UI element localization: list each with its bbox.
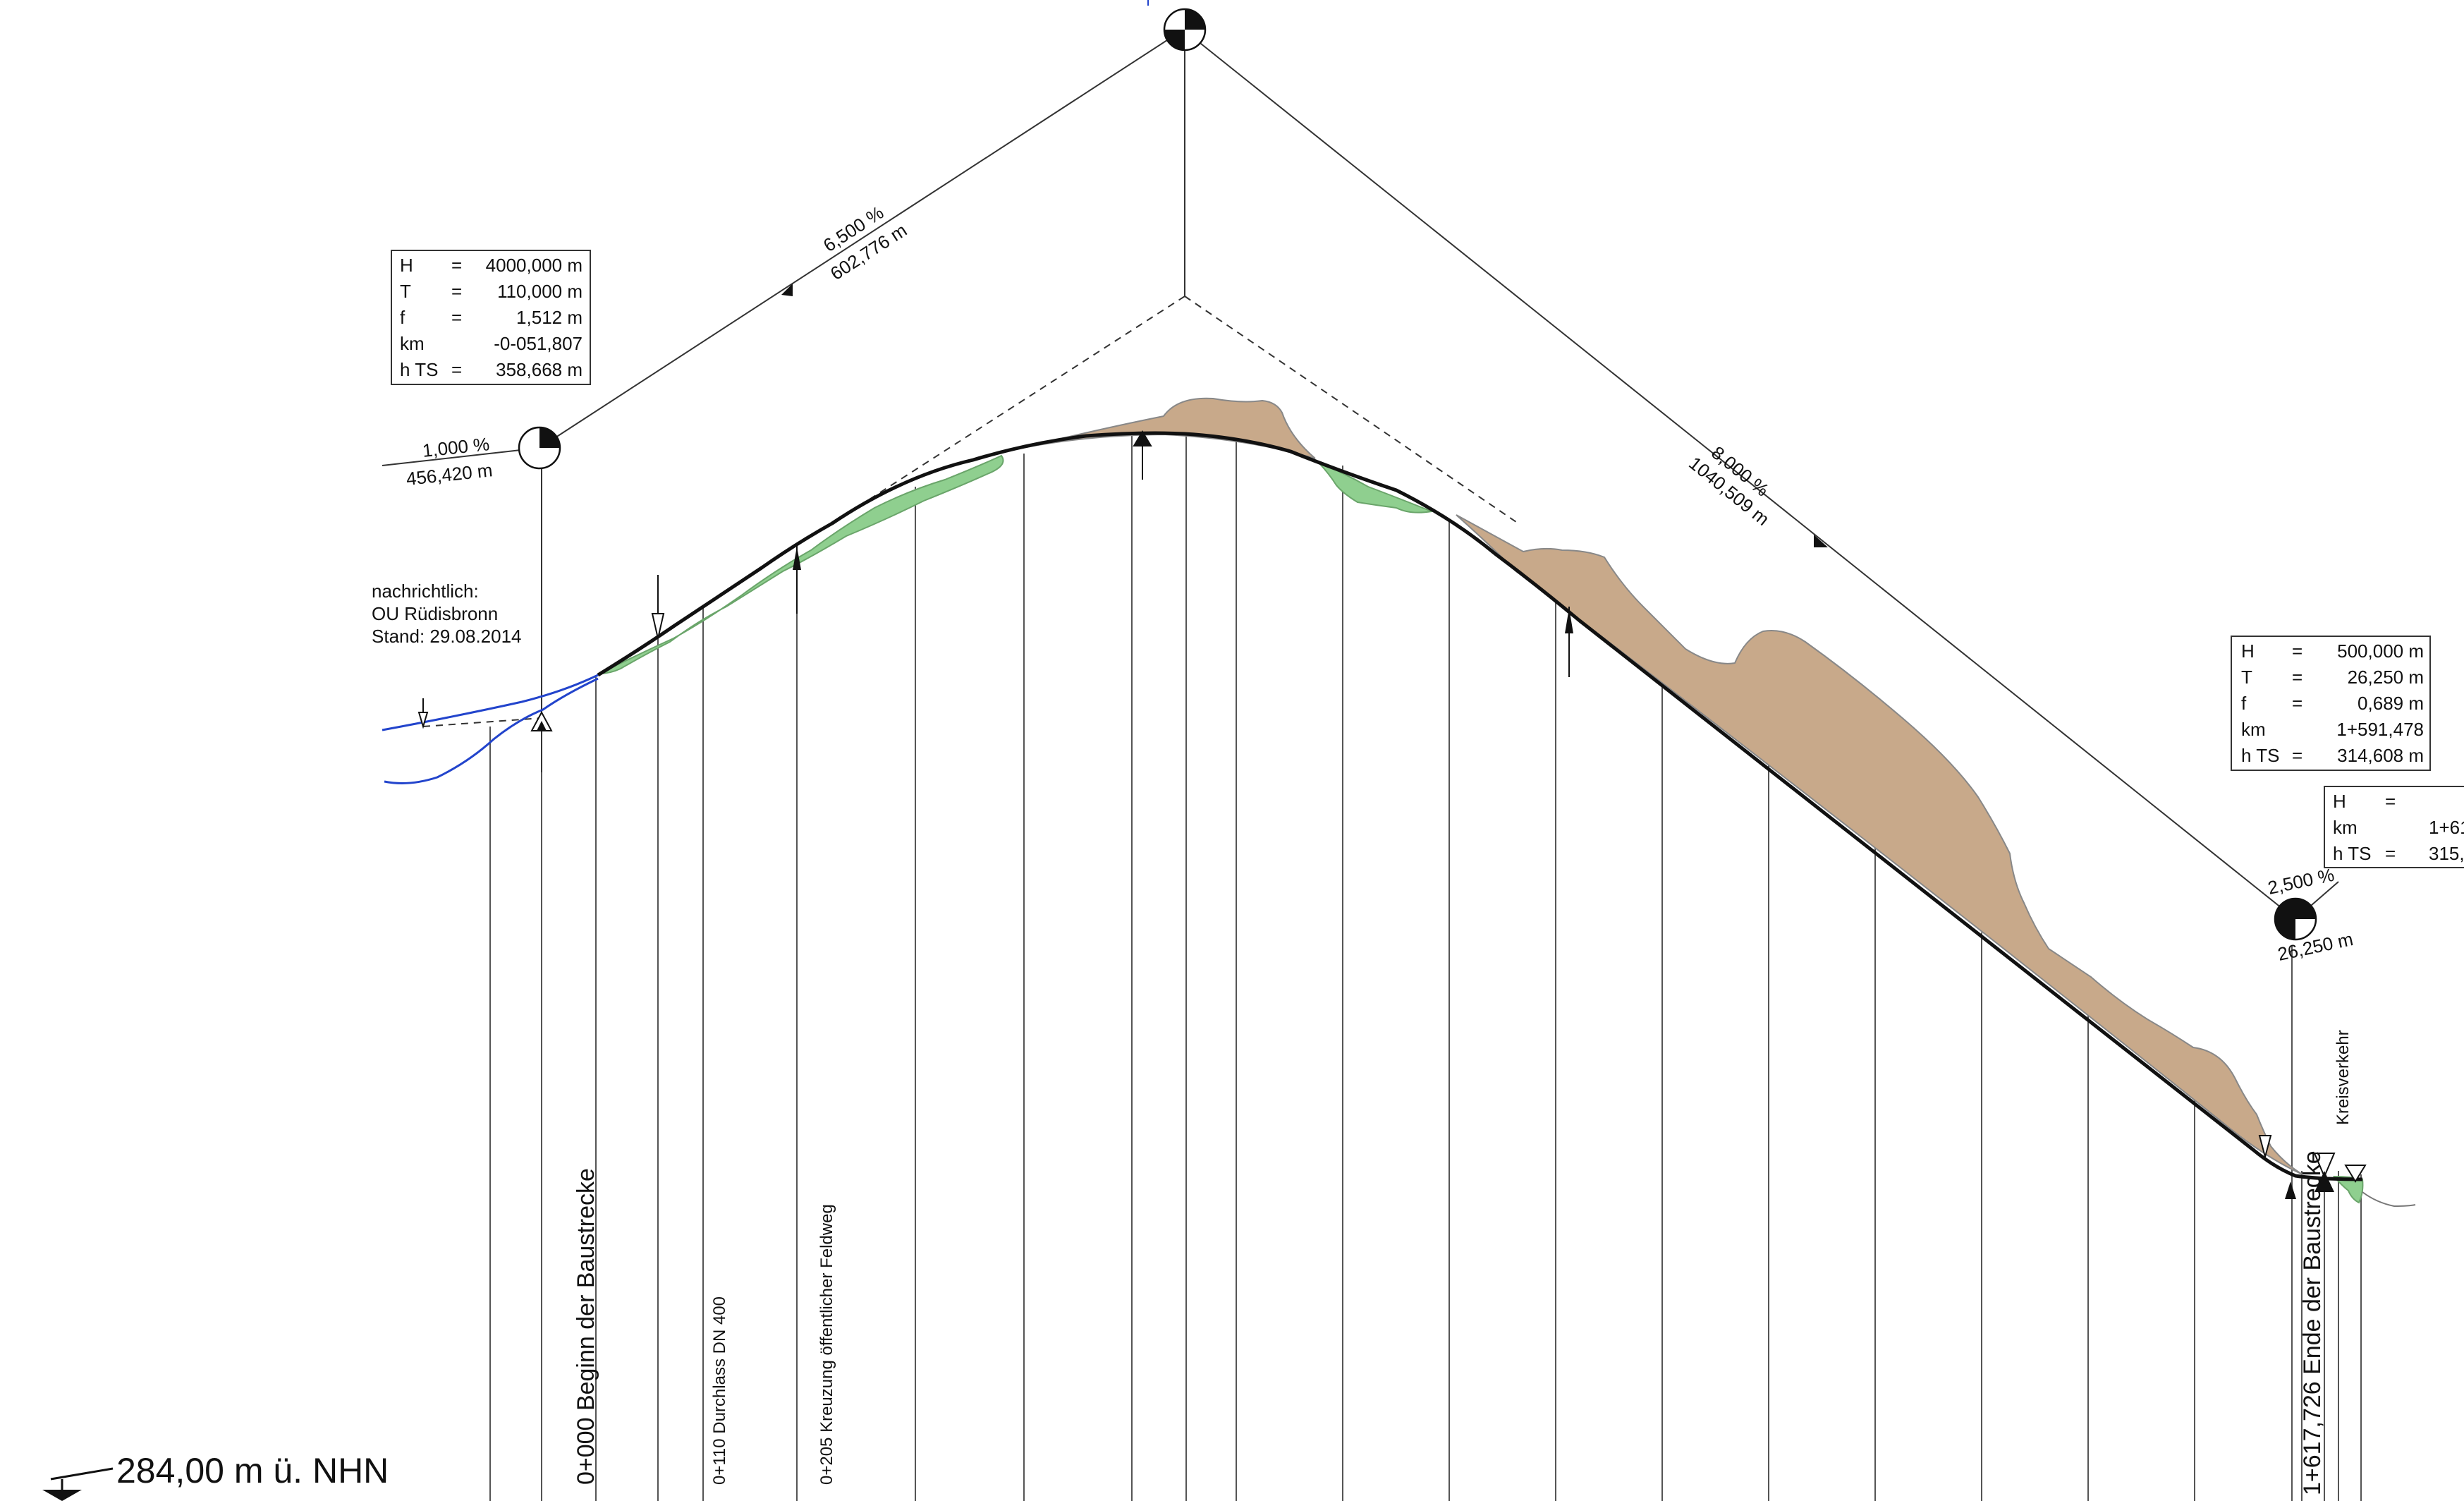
curve-table-1-val: -0-051,807	[494, 333, 583, 354]
curve-table-3-key: km	[2333, 817, 2358, 838]
grade-left-percent: 1,000 %	[421, 433, 490, 461]
curve-table-3-val: 315,	[2429, 843, 2464, 864]
note-block: nachrichtlich: OU Rüdisbronn Stand: 29.0…	[372, 581, 522, 647]
curve-table-3-val: 1+61	[2429, 817, 2464, 838]
curve-table-1-val: 110,000 m	[497, 281, 583, 302]
datum-label: 284,00 m ü. NHN	[116, 1451, 389, 1490]
fill-area-left	[599, 454, 1004, 674]
curve-table-3-eq: =	[2385, 843, 2396, 864]
curve-table-2-eq: =	[2292, 667, 2303, 688]
curve-table-1-key: H	[400, 255, 413, 276]
curve-table-1-val: 4000,000 m	[486, 255, 583, 276]
grade-arrow-icon	[1814, 535, 1828, 547]
curve-table-2-val: 26,250 m	[2348, 667, 2424, 688]
curve-table-3-eq: =	[2385, 791, 2396, 812]
profile-arrow-icon	[417, 698, 429, 729]
profile-arrow-icon	[793, 543, 801, 614]
profile-arrow-icon	[530, 710, 553, 731]
grade-left-length: 456,420 m	[405, 459, 493, 490]
note-line-2: OU Rüdisbronn	[372, 603, 498, 624]
station-label-culvert: 0+110 Durchlass DN 400	[710, 1296, 729, 1485]
curve-table-1-key: h TS	[400, 359, 438, 380]
station-lines	[489, 434, 2362, 1501]
station-label-start: 0+000 Beginn der Baustrecke	[573, 1168, 599, 1485]
curve-table-2-val: 1+591,478	[2336, 719, 2424, 740]
profile-arrow-icon	[2258, 1135, 2367, 1199]
curve-table-2-eq: =	[2292, 745, 2303, 766]
station-label-roundabout: Kreisverkehr	[2334, 1030, 2353, 1125]
curve-table-2-val: 314,608 m	[2337, 745, 2424, 766]
curve-table-2-eq: =	[2292, 640, 2303, 662]
curve-table-1-eq: =	[451, 255, 462, 276]
curve-table-1-val: 358,668 m	[496, 359, 583, 380]
curve-table-2-key: km	[2241, 719, 2266, 740]
curve-table-1-eq: =	[451, 359, 462, 380]
curve-table-1-eq: =	[451, 307, 462, 328]
curve-table-2-key: h TS	[2241, 745, 2279, 766]
curve-table-1-val: 1,512 m	[516, 307, 583, 328]
curve-table-2-val: 0,689 m	[2358, 693, 2424, 714]
curve-table-2: H = 500,000 m T = 26,250 m f = 0,689 m k…	[2231, 636, 2431, 771]
cut-area-descent	[1456, 514, 2303, 1175]
cut-areas	[1018, 397, 2303, 1175]
grade-arrow-icon	[781, 284, 793, 296]
profile-arrow-icon	[1133, 430, 1152, 480]
pvi-marker-icon	[518, 426, 561, 470]
curve-table-2-key: H	[2241, 640, 2255, 662]
note-line-3: Stand: 29.08.2014	[372, 626, 522, 647]
cut-area-summit	[1018, 397, 1316, 459]
curve-table-2-val: 500,000 m	[2337, 640, 2424, 662]
profile-arrow-icon	[651, 575, 665, 639]
existing-ground-end	[2362, 1191, 2416, 1208]
curve-table-3-key: h TS	[2333, 843, 2371, 864]
gradient-line	[597, 431, 2363, 1181]
station-label-crossing: 0+205 Kreuzung öffentlicher Feldweg	[817, 1204, 836, 1485]
curve-table-1-eq: =	[451, 281, 462, 302]
curve-table-1-key: f	[400, 307, 405, 328]
curve-table-1-key: km	[400, 333, 425, 354]
fill-areas	[599, 454, 2364, 1204]
curve-table-1: H = 4000,000 m T = 110,000 m f = 1,512 m…	[391, 250, 591, 385]
curve-table-3-key: H	[2333, 791, 2346, 812]
profile-arrow-icon	[1565, 607, 1573, 677]
curve-table-2-key: f	[2241, 693, 2247, 714]
tangent-lines	[382, 0, 2339, 920]
existing-road-lower	[384, 677, 599, 784]
curve-table-3: H = km 1+61 h TS = 315,	[2324, 786, 2464, 868]
curve-table-2-eq: =	[2292, 693, 2303, 714]
curve-table-2-key: T	[2241, 667, 2252, 688]
datum-marker-icon	[42, 1467, 114, 1501]
station-label-end: 1+617,726 Ende der Baustrecke	[2299, 1150, 2326, 1495]
pvi-marker-icon	[2274, 897, 2317, 941]
note-line-1: nachrichtlich:	[372, 581, 479, 602]
curve-table-1-key: T	[400, 281, 411, 302]
pvi-marker-icon	[1163, 8, 1207, 51]
